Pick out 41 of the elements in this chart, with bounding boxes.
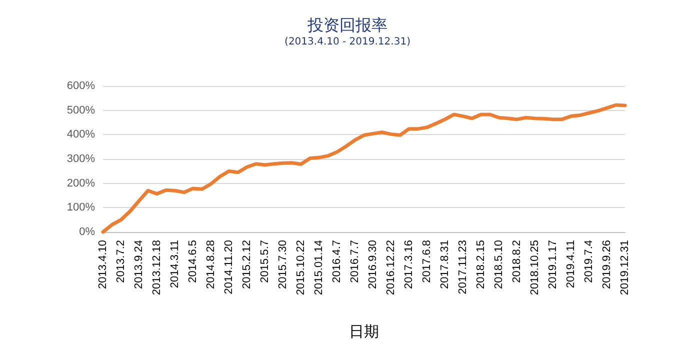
y-tick-label: 100% bbox=[66, 202, 96, 214]
chart-subtitle: (2013.4.10 - 2019.12.31) bbox=[284, 36, 411, 48]
x-tick-label: 2017.6.8 bbox=[421, 240, 433, 283]
y-tick-label: 600% bbox=[66, 80, 96, 92]
x-tick-label: 2015.5.7 bbox=[259, 240, 271, 283]
x-tick-label: 2017.3.16 bbox=[403, 240, 415, 289]
x-tick-label: 2016.4.7 bbox=[331, 240, 343, 283]
x-tick-label: 2015.7.30 bbox=[277, 240, 289, 289]
x-tick-label: 2019.12.31 bbox=[619, 240, 631, 296]
x-tick-label: 2015.01.14 bbox=[313, 240, 325, 296]
x-tick-label: 2015.2.12 bbox=[241, 240, 253, 289]
x-tick-label: 2013.9.24 bbox=[133, 240, 145, 289]
x-tick-label: 2018.5.10 bbox=[493, 240, 505, 289]
y-tick-label: 500% bbox=[66, 104, 96, 116]
y-tick-label: 0% bbox=[79, 226, 96, 238]
x-tick-label: 2016.9.30 bbox=[367, 240, 379, 289]
x-tick-label: 2013.12.18 bbox=[151, 240, 163, 296]
x-tick-label: 2016.12.22 bbox=[385, 240, 397, 296]
x-tick-label: 2019.4.11 bbox=[565, 240, 577, 288]
x-tick-label: 2014.11.20 bbox=[223, 240, 235, 294]
line-series bbox=[101, 103, 627, 234]
y-tick-label: 300% bbox=[66, 153, 96, 165]
x-tick-label: 2016.7.7 bbox=[349, 240, 361, 283]
x-tick-label: 2017.8.31 bbox=[439, 240, 451, 289]
x-tick-label: 2013.4.10 bbox=[97, 240, 109, 289]
x-tick-label: 2018.2.15 bbox=[475, 240, 487, 289]
x-axis-title: 日期 bbox=[349, 322, 379, 340]
x-tick-label: 2019.9.26 bbox=[601, 240, 613, 289]
x-tick-label: 2019.7.4 bbox=[583, 240, 595, 283]
x-tick-label: 2014.6.5 bbox=[187, 240, 199, 283]
x-tick-label: 2018.10.25 bbox=[529, 240, 541, 296]
x-tick-label: 2019.1.17 bbox=[547, 240, 559, 289]
x-tick-label: 2018.8.2 bbox=[511, 240, 523, 283]
x-tick-label: 2014.3.11 bbox=[169, 240, 181, 288]
chart-title: 投资回报率 bbox=[306, 16, 388, 34]
x-tick-label: 2017.11.23 bbox=[457, 240, 469, 294]
x-tick-label: 2015.10.22 bbox=[295, 240, 307, 296]
y-tick-label: 200% bbox=[66, 177, 96, 190]
x-tick-label: 2014.8.28 bbox=[205, 240, 217, 289]
y-tick-label: 400% bbox=[66, 128, 96, 141]
x-tick-label: 2013.7.2 bbox=[115, 240, 127, 283]
